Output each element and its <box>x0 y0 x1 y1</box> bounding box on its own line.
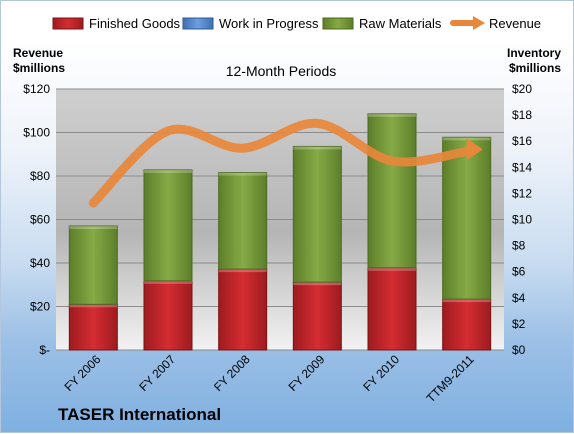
right-tick-label: $12 <box>512 186 532 200</box>
bar-highlight <box>144 169 192 173</box>
bar-raw-materials <box>218 172 268 270</box>
x-tick-label: FY 2008 <box>211 352 253 394</box>
legend-swatch <box>52 17 84 30</box>
revenue-arrow-head <box>466 138 483 161</box>
right-tick-label: $16 <box>512 134 532 148</box>
left-tick-label: $40 <box>30 256 50 270</box>
left-tick-label: $60 <box>30 213 50 227</box>
right-tick-label: $2 <box>512 317 526 331</box>
bar-raw-materials <box>442 136 492 300</box>
bar-highlight <box>442 299 491 303</box>
left-tick-label: $- <box>39 343 50 357</box>
legend-label: Revenue <box>489 16 541 31</box>
bar-raw-materials <box>68 225 118 305</box>
right-axis-title-line1: Inventory <box>507 46 561 60</box>
legend-label: Finished Goods <box>89 16 181 31</box>
bar-highlight <box>293 282 342 286</box>
bar-finished-goods <box>143 280 193 351</box>
right-tick-label: $0 <box>512 343 526 357</box>
bar-finished-goods <box>367 267 417 351</box>
right-axis-title-line2: $millions <box>509 61 561 75</box>
bar-raw-materials <box>292 145 342 283</box>
x-tick-label: TTM9-2011 <box>424 352 477 405</box>
right-tick-label: $18 <box>512 108 532 122</box>
legend-label: Work in Progress <box>219 16 319 31</box>
bar-raw-materials <box>143 169 193 282</box>
bar-highlight <box>218 172 267 176</box>
x-tick-label: FY 2010 <box>360 352 402 394</box>
legend-swatch <box>182 17 214 30</box>
left-tick-label: $80 <box>30 169 50 183</box>
right-tick-label: $8 <box>512 239 526 253</box>
chart-subtitle: 12-Month Periods <box>226 63 337 79</box>
bar-highlight <box>368 267 416 271</box>
legend-swatch-arrow <box>473 16 485 30</box>
bar-highlight <box>69 226 118 230</box>
bar-finished-goods <box>292 281 342 351</box>
right-tick-label: $6 <box>512 265 526 279</box>
x-axis-ticks: FY 2006 FY 2007 FY 2008 FY 2009 FY 2010 TTM9-… <box>62 352 477 405</box>
legend-swatch <box>322 17 354 30</box>
x-tick-label: FY 2007 <box>136 352 178 394</box>
right-tick-label: $10 <box>512 213 532 227</box>
bars-group <box>68 113 492 351</box>
right-tick-label: $4 <box>512 291 526 305</box>
right-tick-label: $14 <box>512 160 532 174</box>
bar-raw-materials <box>367 113 417 269</box>
bar-finished-goods <box>442 298 492 351</box>
revenue-line-group <box>88 118 483 208</box>
bar-finished-goods <box>218 268 268 351</box>
left-axis-title-line1: Revenue <box>13 46 63 60</box>
bar-highlight <box>293 146 342 150</box>
bar-highlight <box>218 269 267 273</box>
company-name: TASER International <box>58 405 222 424</box>
bar-highlight <box>69 304 118 308</box>
right-axis-ticks: $0 $2 $4 $6 $8 $10 $12 $14 $16 $18 $20 <box>512 82 532 357</box>
left-tick-label: $20 <box>30 300 50 314</box>
x-tick-label: FY 2009 <box>286 352 328 394</box>
left-axis-ticks: $- $20 $40 $60 $80 $100 $120 <box>23 82 50 357</box>
revenue-line <box>88 118 472 208</box>
bar-highlight <box>368 113 416 117</box>
right-tick-label: $20 <box>512 82 532 96</box>
left-tick-label: $100 <box>23 126 50 140</box>
x-tick-label: FY 2006 <box>62 352 104 394</box>
left-axis-title-line2: $millions <box>13 61 65 75</box>
bar-finished-goods <box>68 303 118 351</box>
legend: Finished Goods Work in Progress Raw Materi… <box>52 16 541 31</box>
legend-label: Raw Materials <box>359 16 442 31</box>
bar-highlight <box>144 280 192 284</box>
left-tick-label: $120 <box>23 82 50 96</box>
